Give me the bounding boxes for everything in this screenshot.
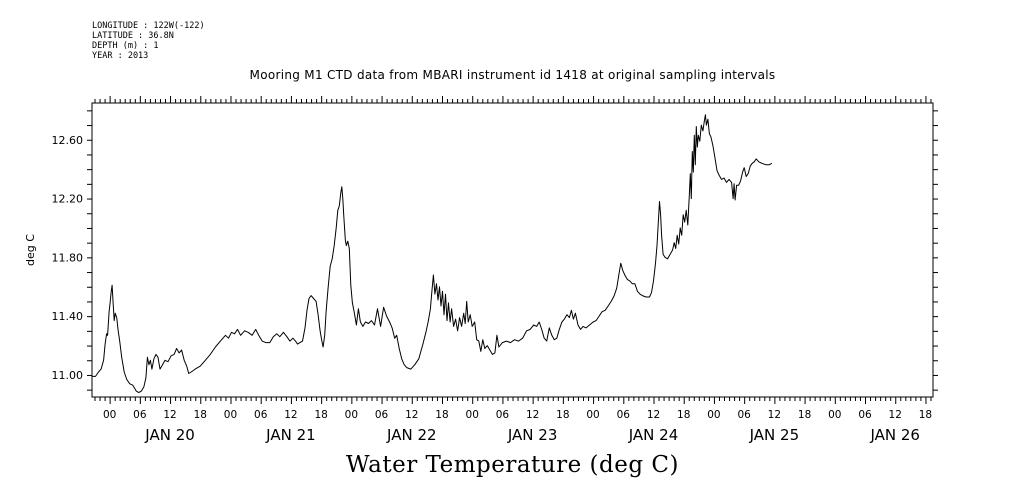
chart-title: Mooring M1 CTD data from MBARI instrumen… <box>249 68 776 82</box>
x-day-label: JAN 23 <box>507 426 558 444</box>
x-hour-label: 06 <box>133 409 147 421</box>
x-hour-label: 18 <box>314 409 327 421</box>
x-hour-label: 12 <box>647 409 660 421</box>
x-hour-label: 18 <box>435 409 448 421</box>
meta-line-year: YEAR : 2013 <box>92 51 149 61</box>
series-line-0 <box>92 114 773 394</box>
x-hour-label: 12 <box>405 409 418 421</box>
x-day-label: JAN 24 <box>628 426 679 444</box>
x-day-label: JAN 26 <box>869 426 920 444</box>
x-hour-label: 00 <box>828 409 841 421</box>
x-hour-label: 18 <box>798 409 811 421</box>
plot-frame <box>91 102 934 398</box>
x-hour-label: 18 <box>556 409 569 421</box>
x-axis-label-wrap: Water Temperature (deg C) <box>0 452 1009 478</box>
y-tick-label: 11.80 <box>52 251 84 264</box>
x-hour-label: 18 <box>919 409 932 421</box>
x-hour-label: 12 <box>889 409 902 421</box>
x-hour-label: 00 <box>466 409 479 421</box>
y-tick-label: 11.00 <box>52 369 84 382</box>
x-hour-label: 12 <box>768 409 781 421</box>
x-hour-label: 06 <box>858 409 872 421</box>
axes <box>91 102 934 398</box>
tick-marks <box>87 96 938 404</box>
x-hour-label: 12 <box>526 409 539 421</box>
meta-line-latitude: LATITUDE : 36.8N <box>92 31 174 41</box>
series-layer <box>92 114 773 394</box>
x-hour-label: 06 <box>617 409 631 421</box>
x-hour-label: 00 <box>707 409 720 421</box>
tick-labels: 11.00 11.40 11.80 12.20 12.60 00 06 12 18 00 06 12 1… <box>24 134 932 444</box>
x-hour-label: 12 <box>163 409 176 421</box>
y-tick-label: 12.20 <box>52 193 84 206</box>
x-hour-label: 00 <box>345 409 358 421</box>
x-day-label: JAN 20 <box>144 426 195 444</box>
x-day-label: JAN 22 <box>386 426 437 444</box>
x-hour-label: 18 <box>677 409 690 421</box>
x-hour-label: 12 <box>284 409 297 421</box>
x-hour-label: 00 <box>103 409 116 421</box>
x-axis-label: Water Temperature (deg C) <box>346 452 679 478</box>
meta-line-depth: DEPTH (m) : 1 <box>92 41 159 51</box>
chart-title-wrap: Mooring M1 CTD data from MBARI instrumen… <box>0 68 1009 82</box>
x-hour-label: 06 <box>737 409 751 421</box>
x-hour-label: 06 <box>375 409 389 421</box>
x-hour-label: 06 <box>254 409 268 421</box>
x-hour-label: 00 <box>586 409 599 421</box>
x-day-label: JAN 25 <box>749 426 800 444</box>
y-tick-label: 11.40 <box>52 310 84 323</box>
x-day-label: JAN 21 <box>265 426 316 444</box>
metadata-block: LONGITUDE : 122W(-122) LATITUDE : 36.8N … <box>92 21 205 61</box>
y-axis-label: deg C <box>24 234 37 266</box>
x-hour-label: 00 <box>224 409 237 421</box>
y-tick-label: 12.60 <box>52 134 84 147</box>
x-hour-label: 06 <box>496 409 510 421</box>
meta-line-longitude: LONGITUDE : 122W(-122) <box>92 21 205 31</box>
x-hour-label: 18 <box>194 409 207 421</box>
